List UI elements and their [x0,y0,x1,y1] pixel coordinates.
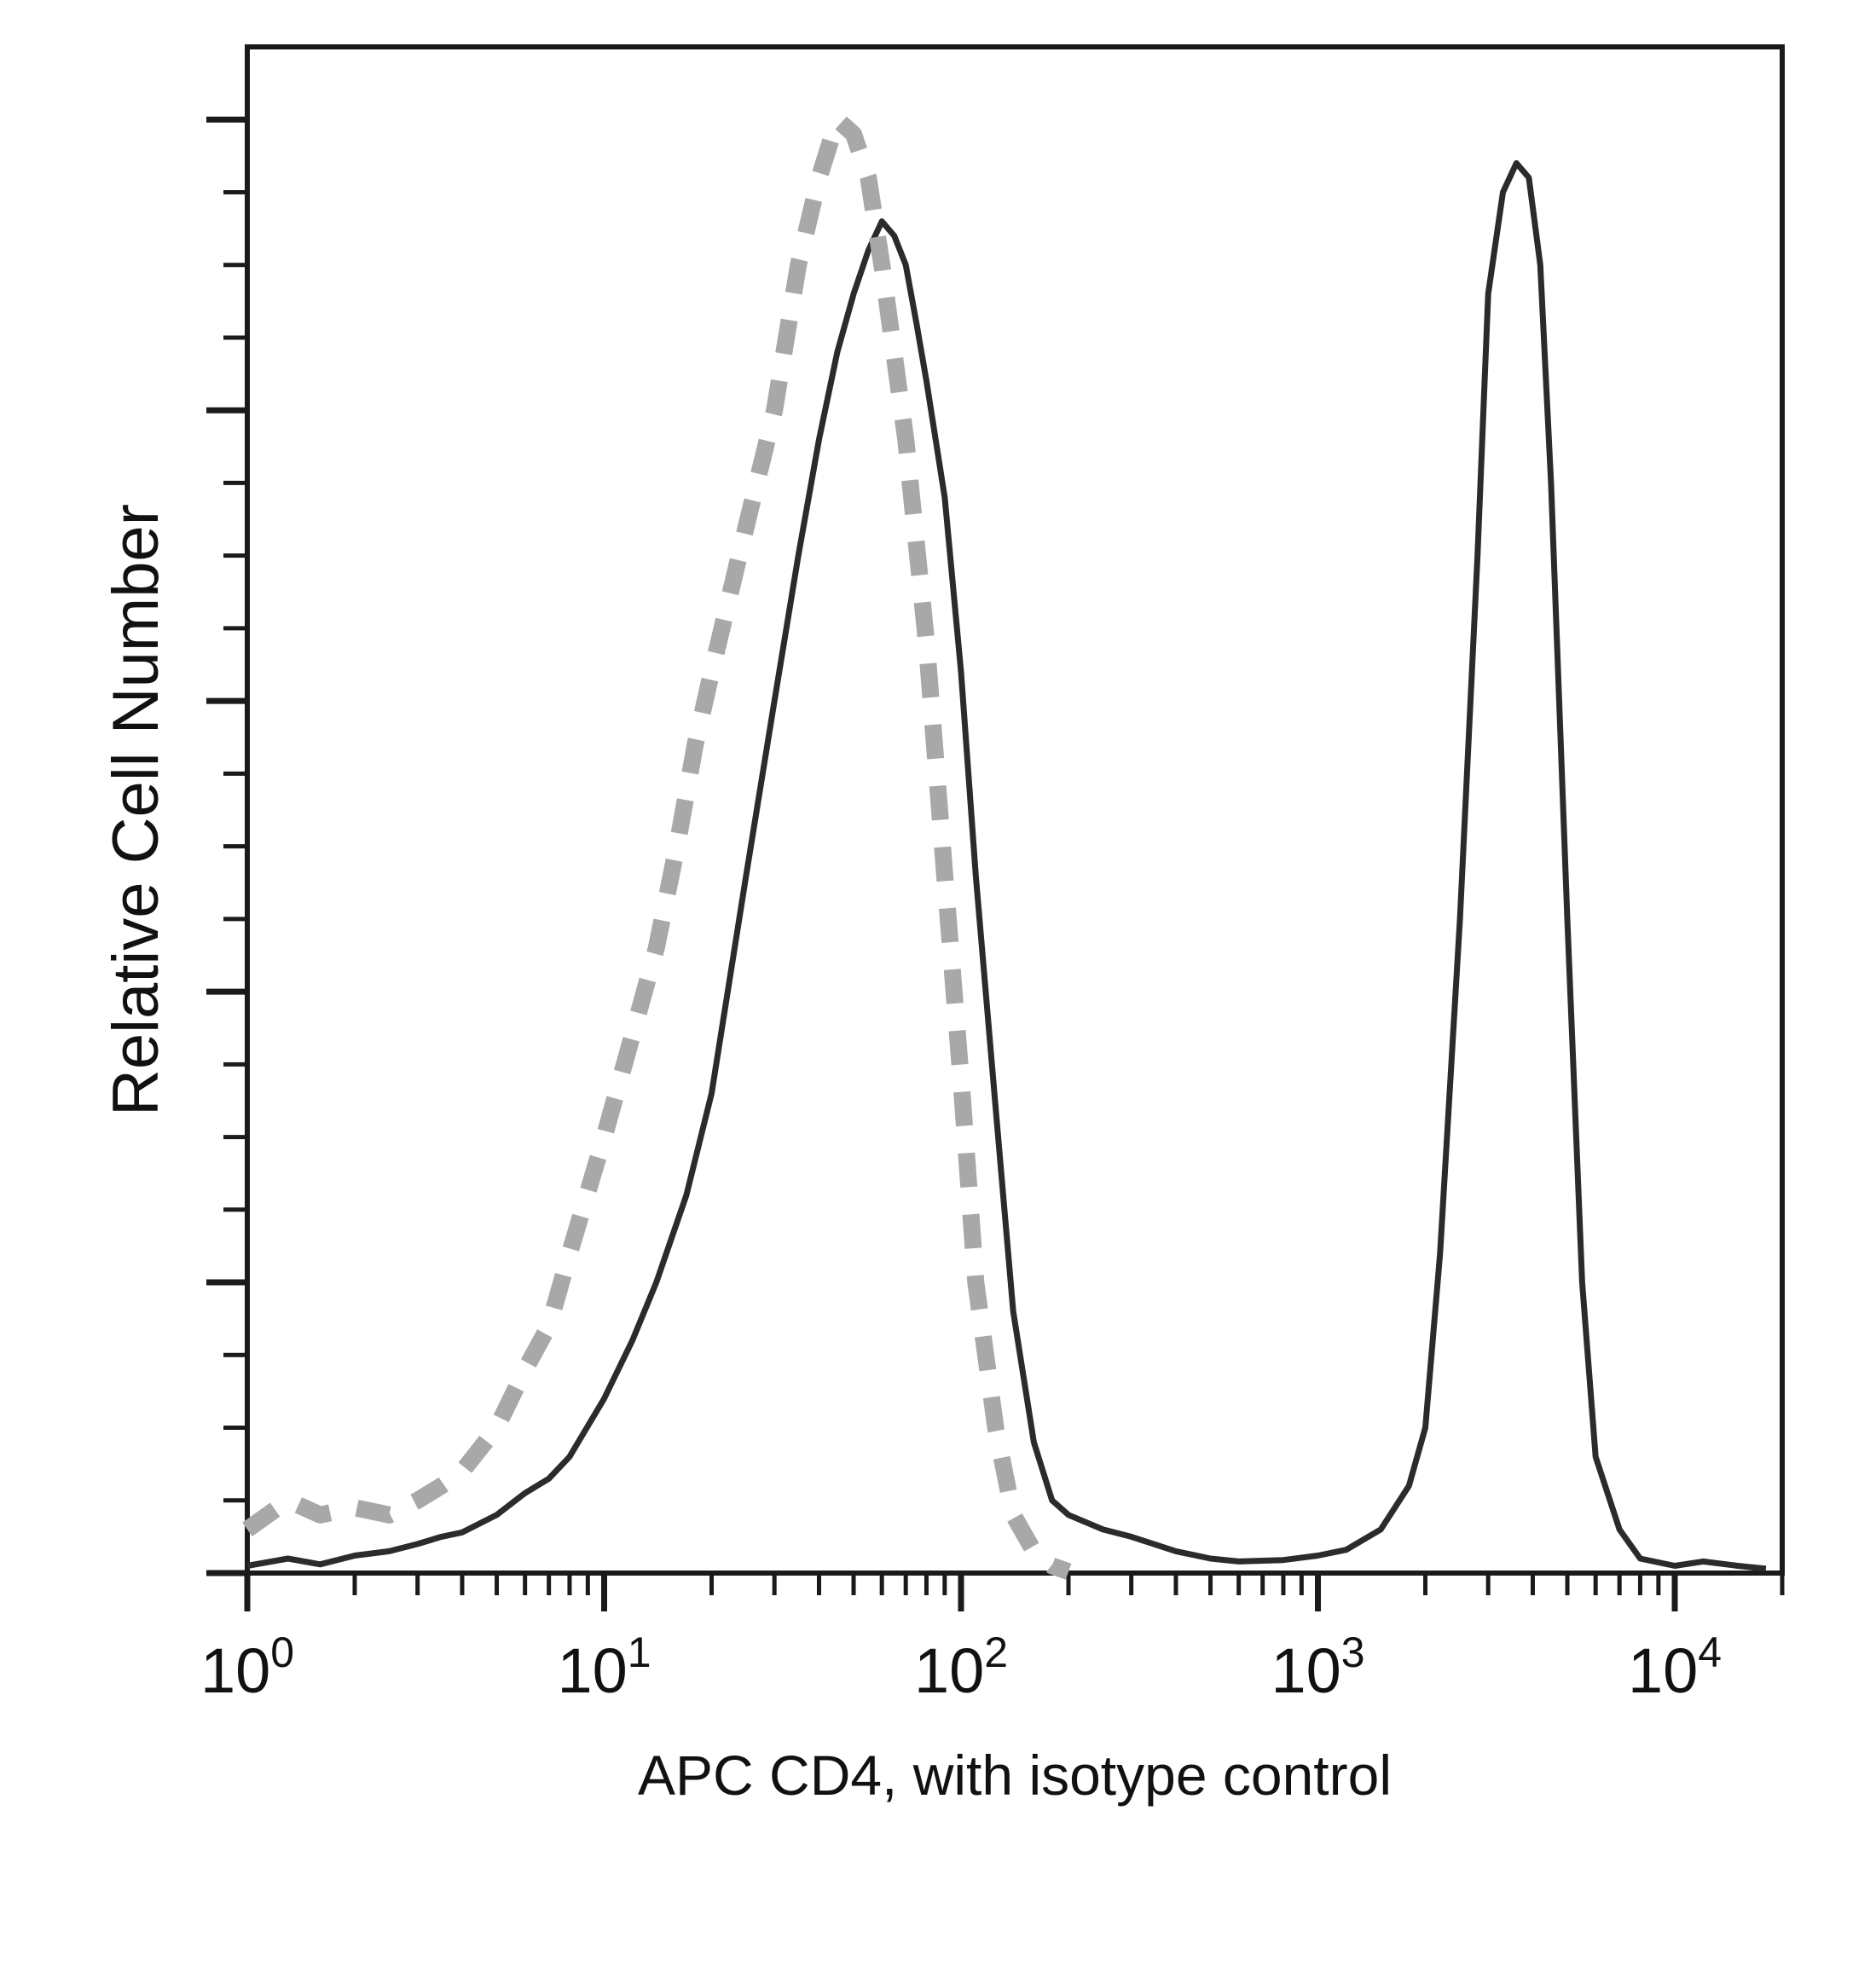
x-tick-label: 104 [1628,1628,1722,1706]
x-tick-label: 102 [914,1628,1008,1706]
x-axis-tick-labels: 100 101 102 103 104 [200,1628,1722,1706]
isotype-control-series [242,111,1072,1580]
x-tick-label: 103 [1271,1628,1364,1706]
y-axis-ticks [206,116,247,1576]
x-tick-label: 100 [200,1628,294,1706]
plot-frame [245,44,1785,1576]
x-axis-ticks [244,1573,1785,1611]
cd4-stained-series [246,159,1767,1572]
x-tick-label: 101 [557,1628,651,1706]
y-axis-title: Relative Cell Number [100,504,172,1116]
histogram-series [242,111,1767,1580]
x-axis-title: APC CD4, with isotype control [638,1744,1392,1807]
